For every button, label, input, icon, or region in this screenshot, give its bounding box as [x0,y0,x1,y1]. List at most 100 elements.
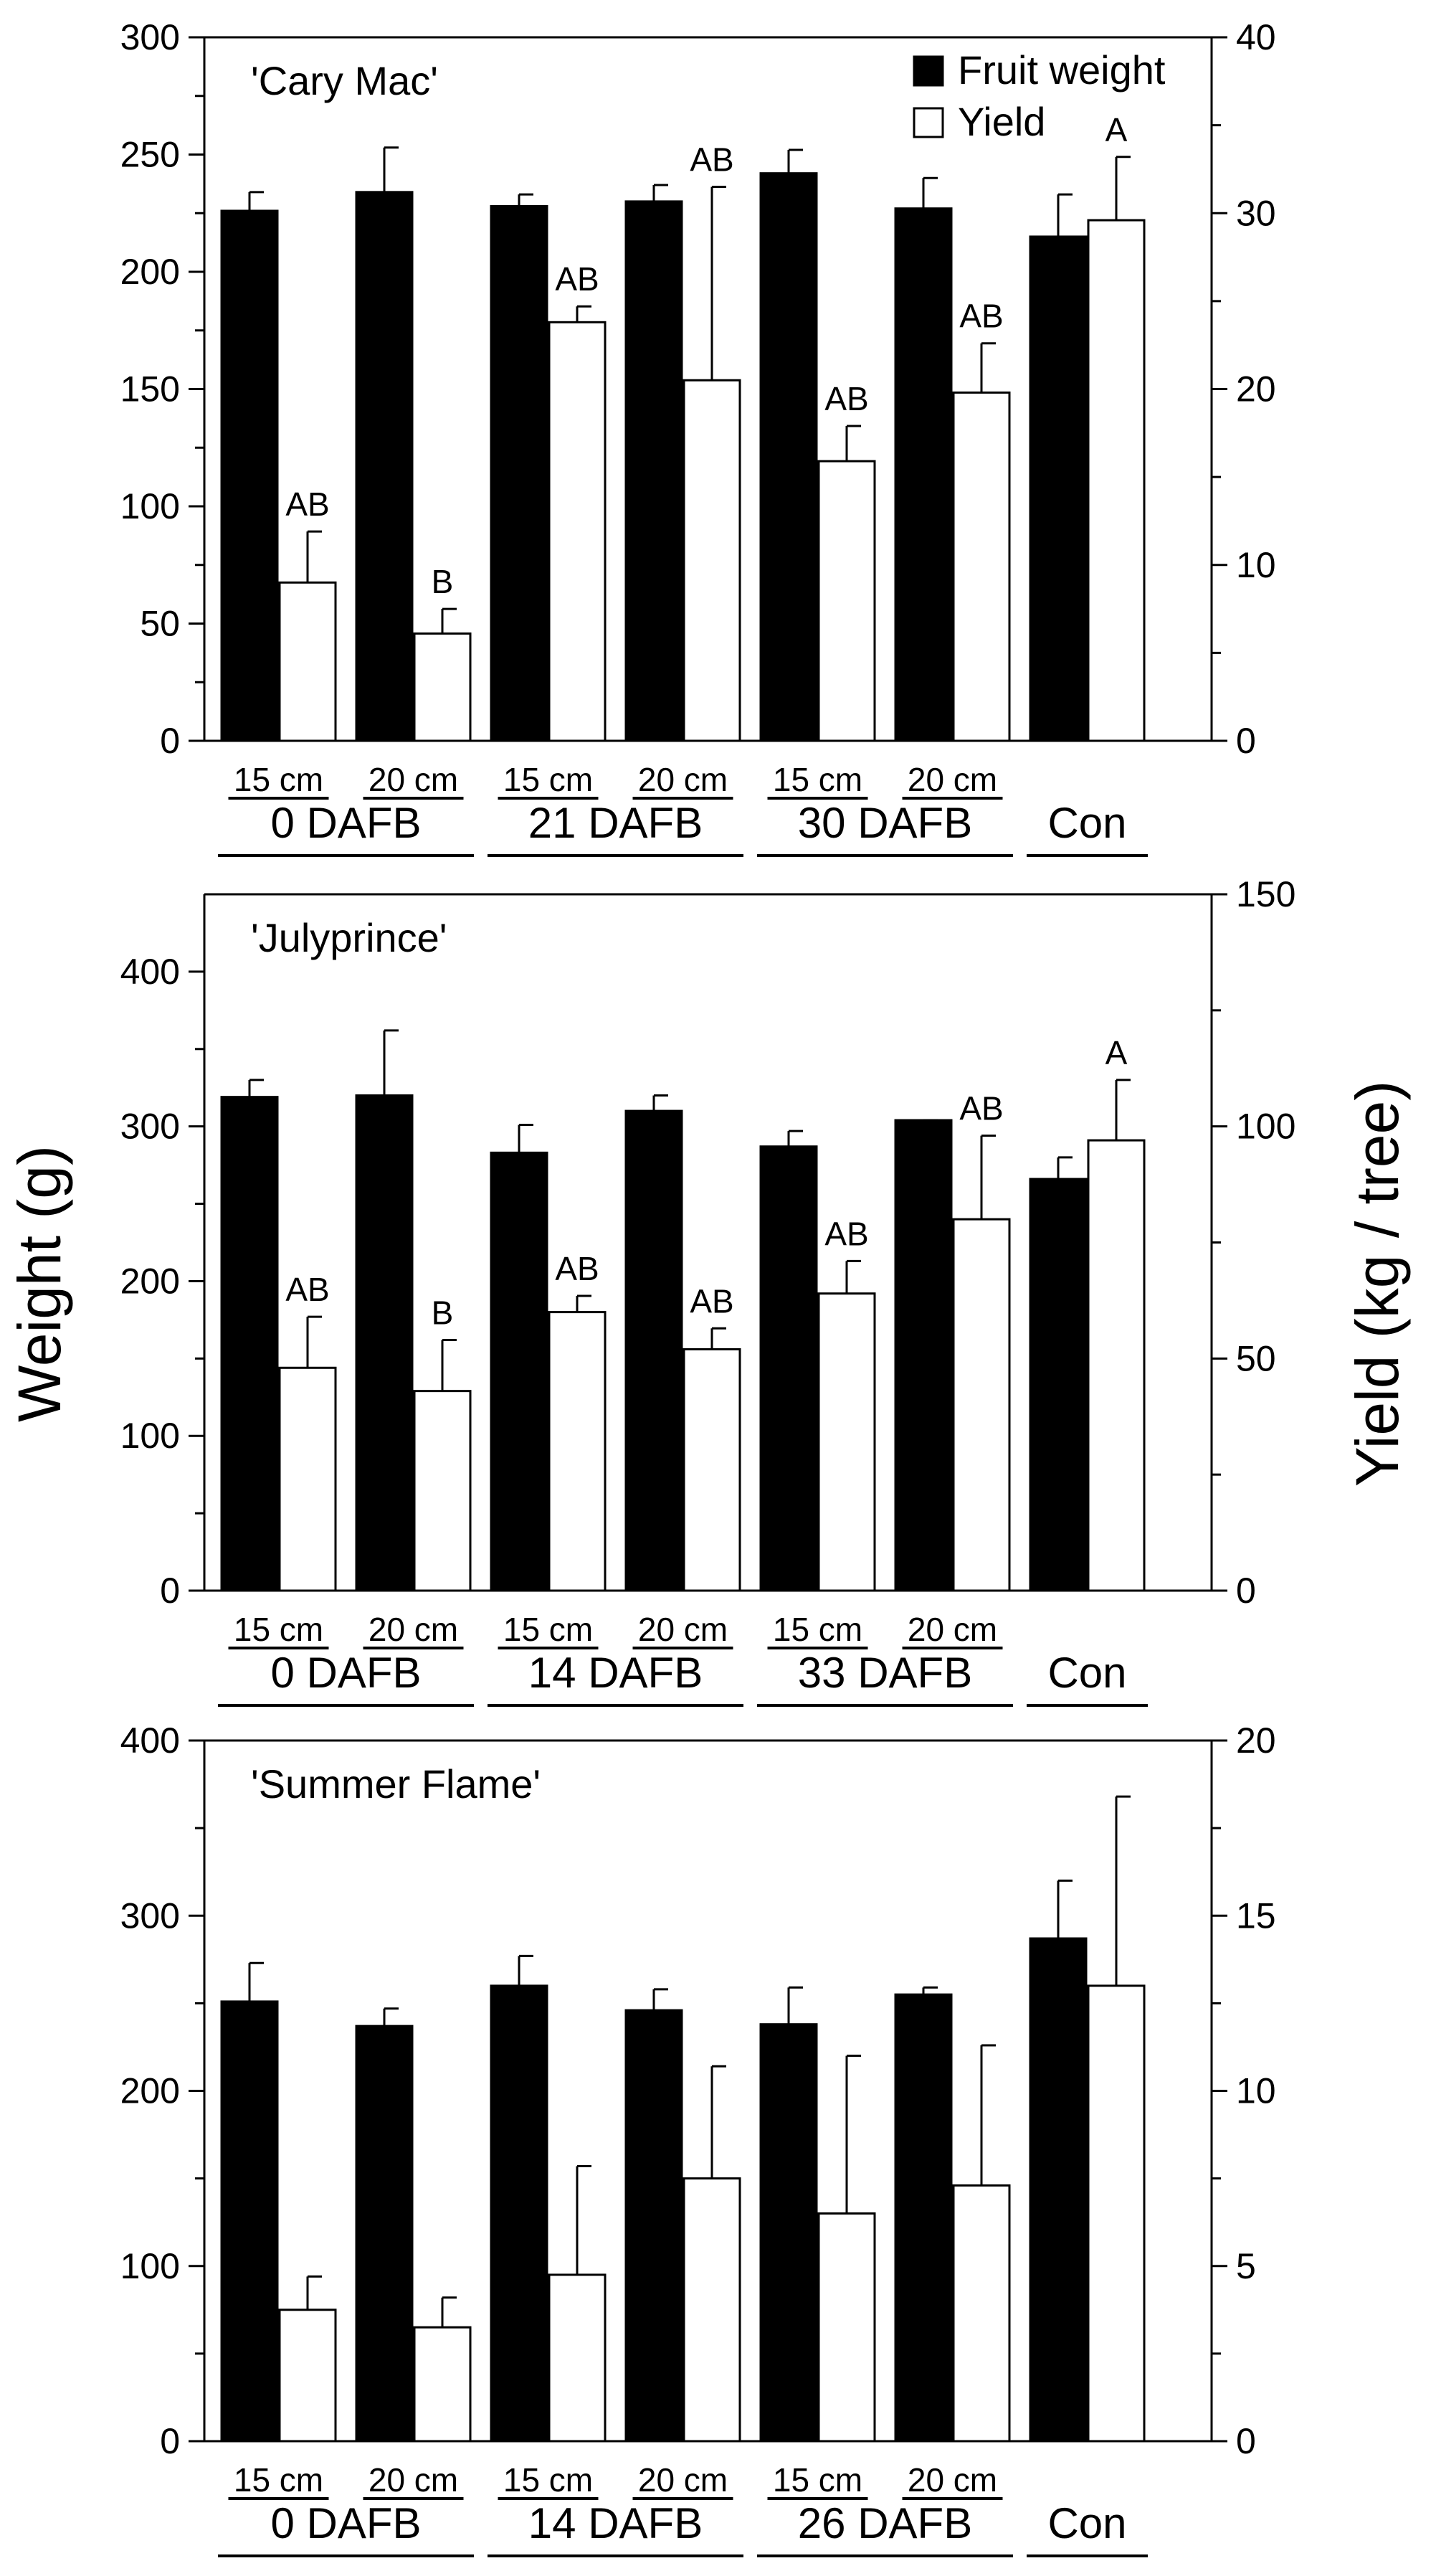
y-right-tick-label: 100 [1236,1107,1295,1147]
y-left-tick-label: 200 [120,252,180,292]
fruit-weight-bar [220,1096,279,1592]
subcategory-label: 20 cm [368,761,458,798]
fruit-weight-bar [490,1984,548,2443]
significance-label: AB [285,486,329,523]
group-label: 26 DAFB [798,2499,972,2547]
significance-label: AB [959,298,1003,335]
fruit-weight-bar [624,1109,683,1592]
significance-label: B [432,1294,454,1331]
y-left-tick-label: 50 [140,604,180,644]
subcategory-label: 15 cm [773,1611,862,1648]
y-left-tick-label: 0 [160,1571,180,1611]
y-left-tick-label: 250 [120,135,180,175]
yield-bar [278,1366,337,1592]
yield-bar [413,2326,472,2443]
significance-label: AB [690,1282,733,1320]
subcategory-label: 15 cm [773,2461,862,2499]
significance-label: AB [555,260,599,298]
fruit-weight-bar [894,1993,953,2443]
yield-bar [1087,1139,1146,1592]
yield-bar [817,460,876,742]
fruit-weight-bar [1029,235,1088,742]
panel-3: 15 cm 20 cm 15 cm 20 cm 15 cm 20 cm0 DAFB 14 D… [120,1720,1276,2557]
subcategory-label: 15 cm [773,761,862,798]
yield-bar [278,2309,337,2443]
y-left-tick-label: 300 [120,17,180,57]
subcategory-label: 20 cm [368,1611,458,1648]
group-label: Con [1047,799,1126,847]
fruit-weight-bar [1029,1937,1088,2443]
yield-bar [817,2212,876,2443]
subcategory-label: 15 cm [234,761,323,798]
yield-bar [278,581,337,742]
y-left-tick-label: 200 [120,2071,180,2111]
yield-bar [1087,1984,1146,2443]
subcategory-label: 20 cm [908,2461,997,2499]
y-right-tick-label: 10 [1236,2071,1276,2111]
yield-bar [683,1348,741,1592]
subcategory-label: 20 cm [638,761,728,798]
y-left-tick-label: 100 [120,2246,180,2286]
fruit-weight-bar [355,191,414,742]
yield-bar [413,632,472,742]
y-axis-right-title: Yield (kg / tree) [1344,1081,1411,1487]
y-left-tick-label: 300 [120,1107,180,1147]
fruit-weight-bar [220,2000,279,2443]
fruit-weight-bar [624,200,683,742]
y-right-tick-label: 0 [1236,1571,1256,1611]
yield-bar [817,1292,876,1592]
subcategory-label: 20 cm [908,761,997,798]
y-left-tick-label: 300 [120,1895,180,1936]
fruit-weight-bar [220,209,279,742]
y-left-tick-label: 0 [160,721,180,761]
y-left-tick-label: 400 [120,952,180,992]
fruit-weight-bar [355,1094,414,1592]
significance-label: AB [824,1215,868,1252]
yield-bar [683,2177,741,2443]
yield-bar [952,2184,1011,2443]
legend-swatch [913,55,944,87]
yield-bar [683,379,741,742]
significance-label: AB [959,1090,1003,1127]
subcategory-label: 15 cm [234,1611,323,1648]
y-right-tick-label: 40 [1236,17,1276,57]
legend-swatch [913,107,944,138]
panel-2: AB 15 cm B 20 cm AB 15 cm AB 20 cm AB 15 cm AB 20 c… [120,874,1295,1707]
fruit-weight-bar [1029,1178,1088,1592]
y-right-tick-label: 5 [1236,2246,1256,2286]
group-label: 30 DAFB [798,799,972,847]
y-right-tick-label: 0 [1236,721,1256,761]
fruit-weight-bar [759,2023,818,2443]
significance-label: A [1105,111,1128,148]
subcategory-label: 15 cm [503,1611,593,1648]
group-label: 14 DAFB [528,2499,703,2547]
group-label: 14 DAFB [528,1649,703,1697]
subcategory-label: 20 cm [908,1611,997,1648]
fruit-weight-bar [490,204,548,742]
legend: Fruit weight Yield [913,47,1166,144]
group-label: Con [1047,2499,1126,2547]
y-right-tick-label: 15 [1236,1895,1276,1936]
y-left-tick-label: 400 [120,1720,180,1761]
y-right-tick-label: 20 [1236,369,1276,409]
y-left-tick-label: 100 [120,486,180,526]
y-right-tick-label: 30 [1236,193,1276,233]
significance-label: B [432,563,454,600]
y-right-tick-label: 10 [1236,545,1276,585]
fruit-weight-bar [624,2009,683,2443]
fruit-weight-bar [894,1119,953,1592]
yield-bar [952,391,1011,742]
y-axis-left-title: Weight (g) [6,1145,73,1422]
yield-bar [548,1311,607,1592]
significance-label: AB [824,380,868,417]
yield-bar [548,321,607,742]
yield-bar [952,1218,1011,1592]
significance-label: AB [555,1250,599,1287]
panel-1: AB 15 cm B 20 cm AB 15 cm AB 20 cm AB 15 cm AB 20 c… [120,17,1276,857]
y-right-tick-label: 50 [1236,1338,1276,1378]
y-right-tick-label: 0 [1236,2421,1256,2461]
fruit-weight-bar [490,1151,548,1592]
yield-bar [413,1390,472,1592]
